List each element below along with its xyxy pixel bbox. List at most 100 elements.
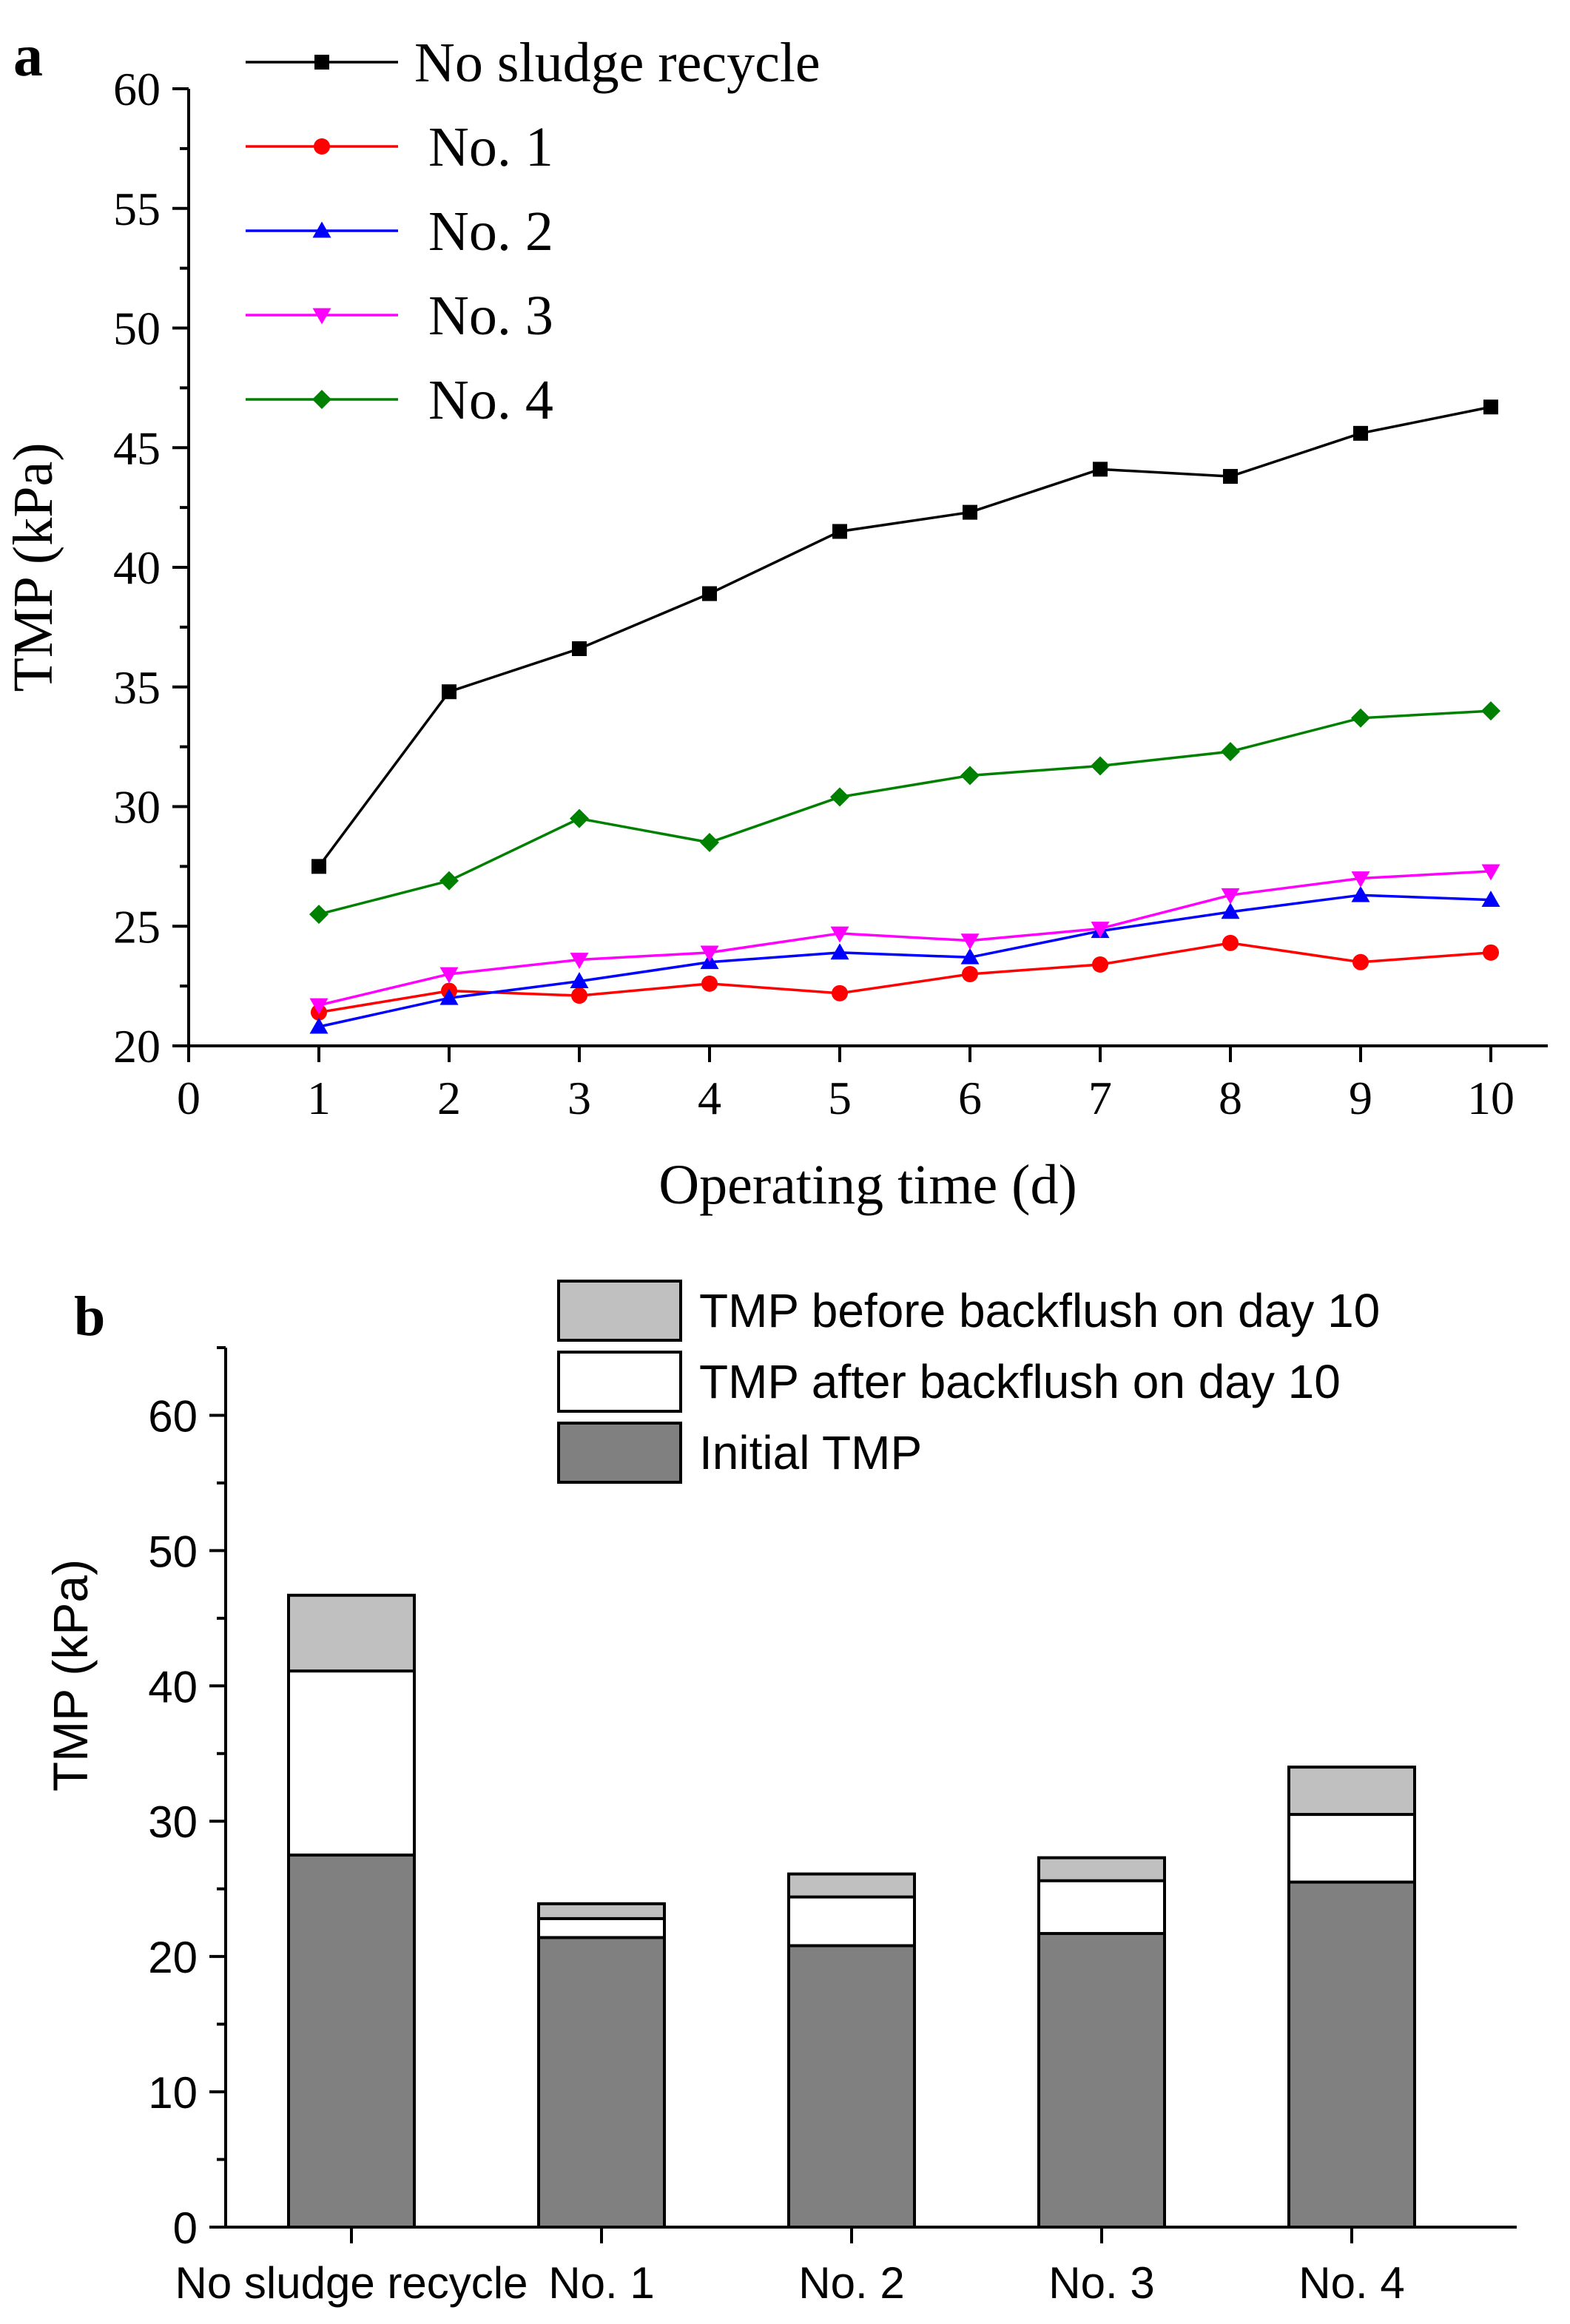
y-tick-label-a: 55 [113,183,161,235]
data-point-no-4 [1221,742,1240,762]
x-tick-label-a: 6 [958,1072,982,1124]
panel-label-b: b [74,1286,105,1348]
x-tick-label-no-2: No. 2 [798,2258,904,2308]
x-tick-label-a: 1 [307,1072,331,1124]
data-point-no-1 [1352,953,1369,970]
data-point-no-3 [1351,871,1370,888]
y-tick-label-a: 60 [113,63,161,115]
data-point-no-3 [830,926,849,943]
bar-group [287,1593,1416,2229]
y-tick-label-a: 30 [113,781,161,834]
x-tick-label-a: 10 [1467,1072,1515,1124]
data-point-no-2 [1221,902,1240,919]
panel-b-axes: 0 10 20 30 40 50 60 No sludge recycle No. 1 No. … [148,1346,1517,2308]
x-tick-label-a: 8 [1219,1072,1242,1124]
data-point-no-4 [570,808,589,828]
data-point-no-3 [700,945,719,962]
panel-a-plot [309,399,1500,1034]
series-line-no-3 [318,870,1492,1007]
data-point-no-3 [1221,888,1240,905]
data-point-no-4 [830,787,849,807]
data-point-no-1 [1222,934,1239,951]
data-point-no-1 [962,965,978,982]
x-tick-label-a: 3 [567,1072,591,1124]
data-point-no-sludge-recycle [572,641,587,656]
legend-label-no-sludge-recycle: No sludge recycle [414,32,821,94]
y-tick-label-b: 0 [173,2203,198,2253]
x-tick-label-no-1: No. 1 [548,2258,654,2308]
data-point-no-2 [570,972,589,989]
series-line-no-2 [318,894,1492,1028]
data-point-no-3 [570,953,589,970]
legend-marker-no-3 [312,308,331,325]
y-ticks-b: 0 10 20 30 40 50 60 [148,1346,226,2253]
y-tick-label-b: 20 [148,1933,198,1982]
legend-label-tmp-after-backflush-on-day-10: TMP after backflush on day 10 [699,1355,1341,1408]
y-axis-label-a: TMP (kPa) [2,442,64,692]
x-tick-label-a: 2 [437,1072,461,1124]
x-ticks-a: 0 1 2 3 4 5 6 7 8 9 10 [177,1046,1515,1124]
legend-marker-no-4 [312,390,331,409]
x-tick-label-a: 7 [1088,1072,1112,1124]
data-point-no-2 [960,947,980,965]
data-point-no-3 [309,998,329,1015]
x-tick-label-no-4: No. 4 [1298,2258,1404,2308]
data-point-no-2 [1481,891,1500,908]
legend-label-no-3: No. 3 [414,285,553,347]
data-point-no-4 [1091,756,1110,776]
x-tick-label-no-sludge-recycle: No sludge recycle [175,2258,528,2308]
legend-label-no-1: No. 1 [414,116,553,178]
legend-marker-no-2 [312,221,331,238]
data-point-no-3 [960,933,980,950]
panel-b: b TMP before backflush on day 10 TMP afte… [43,1280,1517,2308]
data-point-no-sludge-recycle [442,684,456,700]
y-tick-label-a: 35 [113,661,161,714]
series-line-no-4 [318,709,1492,916]
x-tick-label-a: 0 [177,1072,201,1124]
data-point-no-sludge-recycle [963,504,977,520]
y-tick-label-b: 50 [148,1527,198,1576]
data-point-no-1 [701,975,718,992]
data-point-no-4 [439,871,459,891]
y-tick-label-a: 25 [113,900,161,953]
data-point-no-sludge-recycle [702,586,717,601]
line-series-group [317,405,1492,1028]
x-tick-label-no-3: No. 3 [1048,2258,1154,2308]
data-point-no-4 [700,833,719,853]
data-point-no-2 [439,988,459,1005]
x-axis-label-a: Operating time (d) [658,1154,1077,1216]
legend-marker-no-sludge-recycle [314,55,329,70]
data-point-no-1 [1092,956,1108,973]
bar-initial-tmp-no-4 [1287,1880,1416,2229]
data-point-no-4 [1351,708,1370,728]
legend-label-tmp-before-backflush-on-day-10: TMP before backflush on day 10 [699,1284,1380,1337]
data-point-no-2 [1351,885,1370,902]
y-tick-label-b: 40 [148,1662,198,1712]
panel-a-legend: No sludge recycle No. 1 No. 2 No. 3 No. … [246,32,821,431]
data-point-no-2 [309,1017,329,1034]
bar-initial-tmp-no-sludge-recycle [287,1853,416,2229]
x-tick-label-a: 5 [828,1072,852,1124]
legend-label-no-4: No. 4 [414,369,553,431]
data-point-no-4 [309,905,329,925]
data-point-no-2 [830,943,849,960]
data-point-no-sludge-recycle [832,524,847,539]
y-tick-label-b: 60 [148,1391,198,1441]
legend-marker-no-1 [314,138,330,155]
legend-label-initial-tmp: Initial TMP [699,1426,922,1479]
y-tick-label-a: 40 [113,541,161,594]
data-point-no-1 [1483,944,1499,961]
data-point-no-4 [1481,701,1500,721]
legend-swatch-tmp-before-backflush-on-day-10 [557,1280,682,1342]
data-point-no-4 [960,766,980,786]
data-point-no-3 [1091,922,1110,938]
data-point-no-3 [439,967,459,984]
panel-b-plot [287,1593,1416,2229]
panel-a: a No sludge recycle No. 1 No. 2 No. 3 No… [2,24,1548,1216]
legend-items-a: No sludge recycle No. 1 No. 2 No. 3 No. … [246,32,821,431]
x-tick-label-a: 9 [1349,1072,1372,1124]
y-tick-label-a: 50 [113,303,161,355]
data-point-no-sludge-recycle [1093,462,1108,477]
